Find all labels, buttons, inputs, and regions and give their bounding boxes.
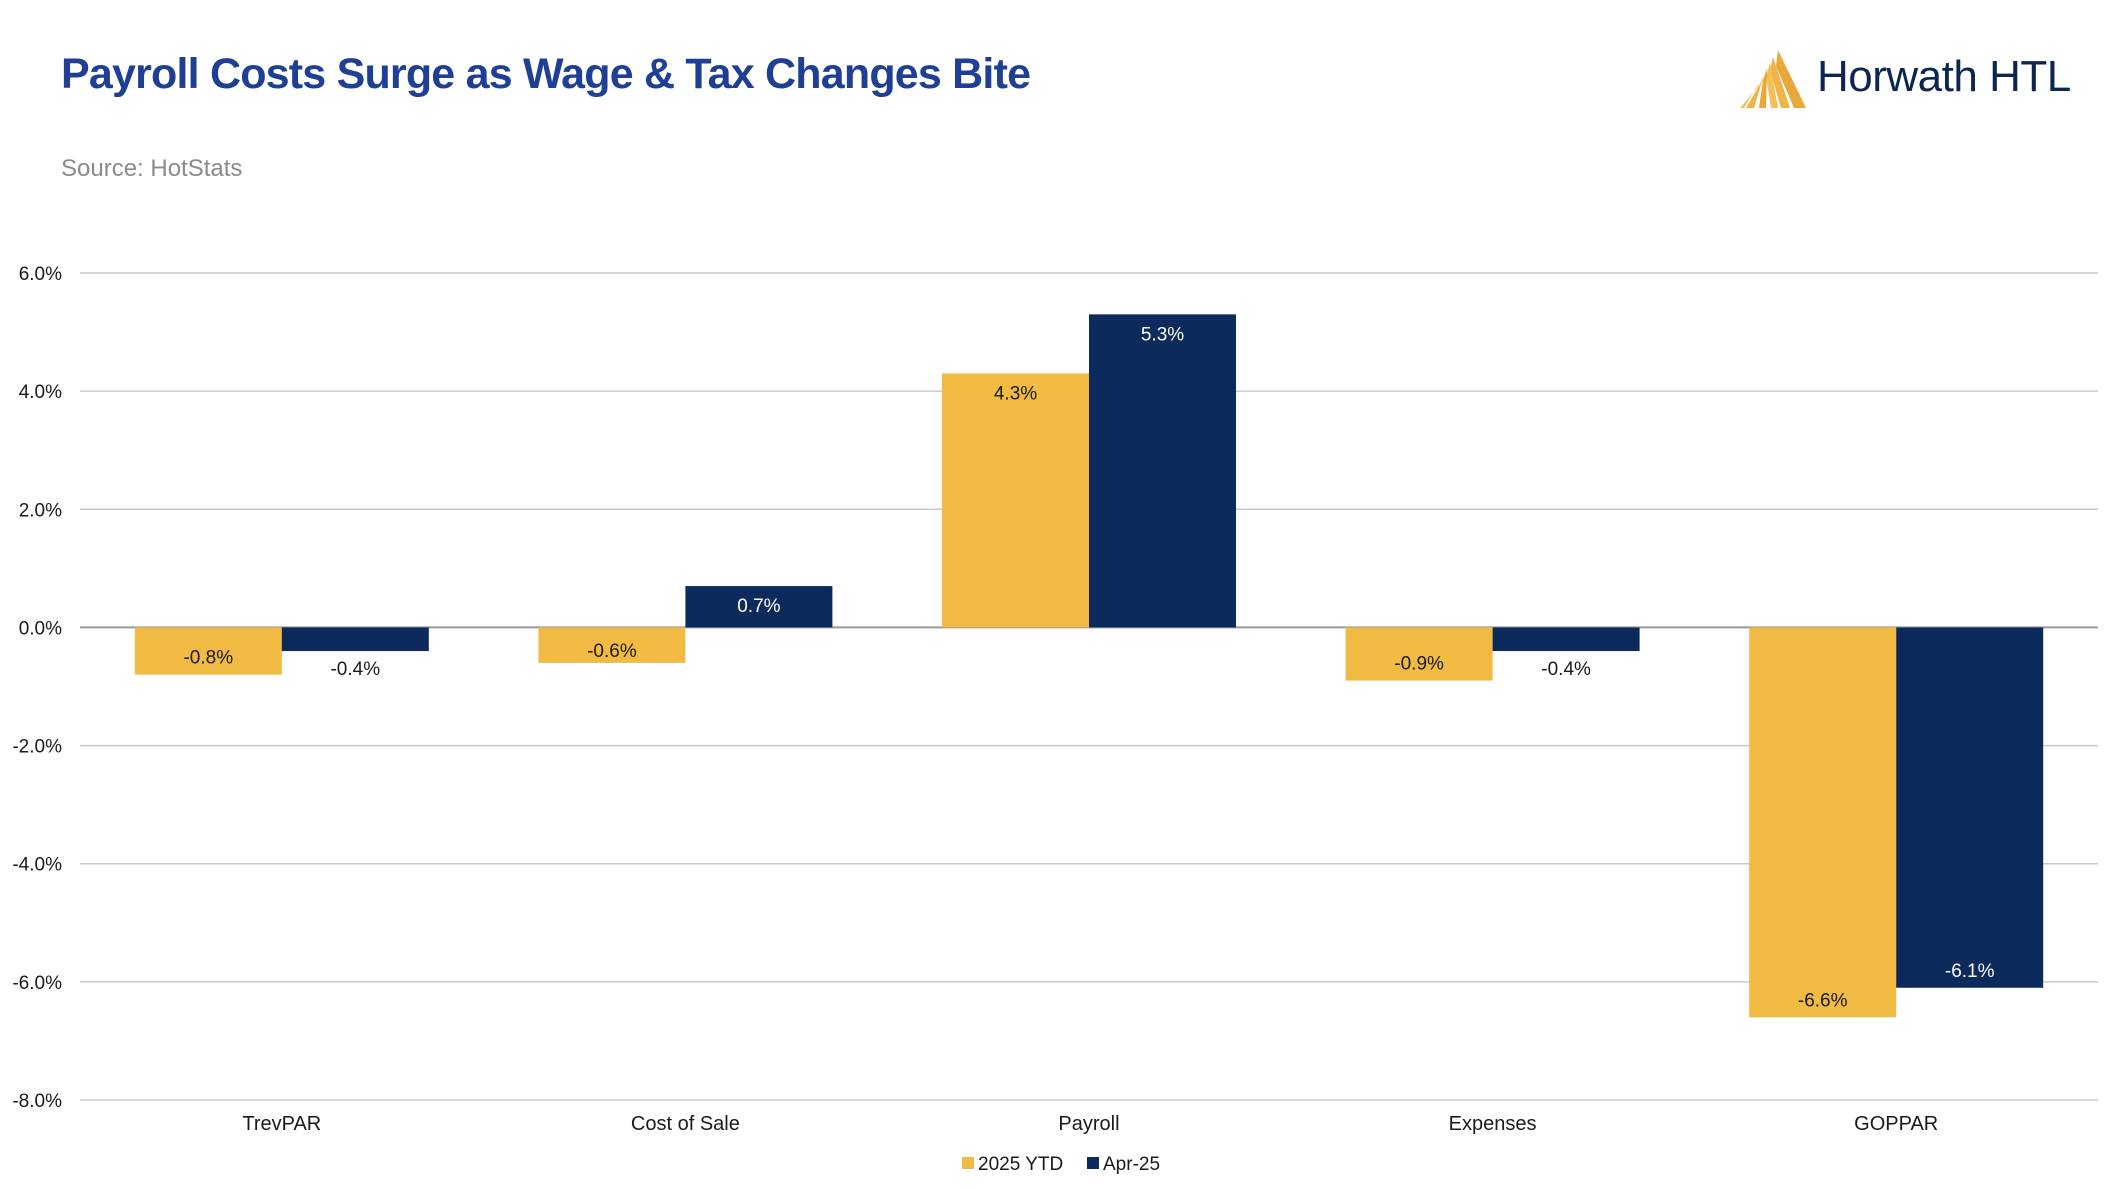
- bar-2025-ytd-1: [538, 627, 686, 663]
- data-label: -0.8%: [183, 648, 233, 669]
- source-note: Source: HotStats: [61, 155, 243, 182]
- data-label: 5.3%: [1141, 324, 1184, 345]
- legend-swatch: [1087, 1157, 1099, 1169]
- bar-apr-25-0: [281, 627, 429, 652]
- legend-item-2025-ytd: 2025 YTD: [978, 1154, 1063, 1175]
- bar-apr-25-4: [1896, 627, 2044, 988]
- data-label: 0.7%: [737, 596, 780, 617]
- y-tick-label: 0.0%: [19, 618, 62, 639]
- y-tick-label: -8.0%: [12, 1091, 62, 1112]
- data-label: -0.9%: [1394, 654, 1444, 675]
- bar-layer: [134, 314, 2044, 1018]
- data-label: -6.1%: [1945, 961, 1995, 982]
- logo-text: Horwath HTL: [1817, 52, 2071, 101]
- y-tick-label: 2.0%: [19, 500, 62, 521]
- bar-2025-ytd-3: [1345, 627, 1493, 681]
- bar-2025-ytd-2: [942, 373, 1089, 628]
- x-tick-label: GOPPAR: [1854, 1113, 1938, 1135]
- bar-2025-ytd-4: [1749, 627, 1897, 1018]
- x-tick-label: Expenses: [1449, 1113, 1537, 1135]
- data-label: 4.3%: [994, 383, 1037, 404]
- data-label: -0.4%: [1541, 659, 1591, 680]
- y-tick-label: 4.0%: [19, 382, 62, 403]
- legend: 2025 YTD Apr-25: [962, 1154, 1160, 1175]
- data-label: -0.6%: [587, 641, 637, 662]
- x-tick-label: Cost of Sale: [631, 1113, 740, 1135]
- bar-apr-25-2: [1089, 314, 1236, 628]
- y-tick-label: -2.0%: [12, 737, 62, 758]
- y-tick-label: -4.0%: [12, 855, 62, 876]
- label-layer: -0.8% -0.4% TrevPAR -0.6% 0.7% Cost of Sale 4.…: [183, 324, 1994, 1135]
- y-tick-label: -6.0%: [12, 973, 62, 994]
- page-title: Payroll Costs Surge as Wage & Tax Change…: [61, 50, 1031, 98]
- x-tick-label: TrevPAR: [242, 1113, 321, 1135]
- data-label: -6.6%: [1798, 990, 1848, 1011]
- horwath-logo-icon: [1740, 50, 1806, 108]
- horwath-htl-logo: Horwath HTL: [1740, 44, 2071, 114]
- bar-apr-25-3: [1492, 627, 1640, 652]
- legend-item-apr-25: Apr-25: [1103, 1154, 1160, 1175]
- y-tick-label: 6.0%: [19, 264, 62, 285]
- bar-2025-ytd-0: [134, 627, 282, 675]
- data-label: -0.4%: [330, 659, 380, 680]
- x-tick-label: Payroll: [1058, 1113, 1119, 1135]
- bar-apr-25-1: [685, 586, 833, 628]
- legend-swatch: [962, 1157, 974, 1169]
